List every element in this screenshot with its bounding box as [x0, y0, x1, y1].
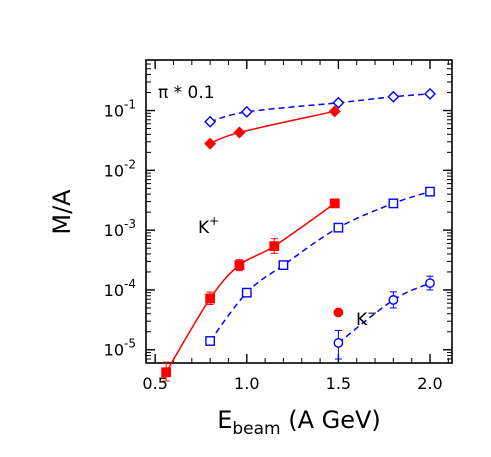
y-tick-label: 10-4	[104, 277, 136, 300]
data-point	[161, 367, 172, 378]
data-point	[278, 260, 289, 271]
y-tick-label: 10-3	[104, 217, 136, 240]
y-tick-label: 10-5	[104, 337, 136, 360]
x-tick-label: 2.0	[417, 374, 442, 393]
axis-ticks	[146, 60, 452, 364]
data-point	[240, 105, 253, 118]
data-point	[234, 260, 245, 271]
data-point	[333, 307, 344, 318]
data-point	[328, 105, 341, 118]
data-point	[424, 87, 437, 100]
data-point	[269, 241, 280, 252]
data-point	[205, 336, 216, 346]
data-point	[332, 96, 345, 109]
y-tick-label: 10-2	[104, 157, 136, 180]
data-point	[329, 198, 340, 209]
data-point	[388, 295, 399, 305]
series-line	[209, 110, 335, 145]
data-point	[333, 222, 344, 233]
y-tick-label: 10-1	[104, 98, 136, 121]
tick-labels: 0.5 1.0 1.5 2.0 10-1 10-2 10-3 10-4 10-5	[104, 98, 443, 393]
annotation-kplus: K+	[198, 214, 219, 238]
data-point	[333, 338, 344, 348]
data-point	[387, 90, 400, 103]
data-point	[205, 293, 216, 304]
x-tick-label: 1.5	[326, 374, 351, 393]
x-axis-title: Ebeam (A GeV)	[217, 406, 381, 439]
data-point	[233, 126, 246, 139]
x-tick-label: 0.5	[142, 374, 167, 393]
data-point	[388, 198, 399, 209]
data-point	[204, 115, 217, 128]
plot-frame	[145, 59, 453, 364]
y-axis-title: M/A	[48, 189, 76, 235]
annotation-pion: π * 0.1	[158, 83, 215, 103]
annotation-kminus: K−	[356, 306, 377, 330]
data-point	[425, 186, 435, 197]
series-line	[337, 282, 431, 344]
data-series	[161, 87, 437, 382]
data-point	[425, 278, 435, 289]
data-point	[241, 287, 252, 298]
data-point	[204, 137, 217, 150]
x-tick-label: 1.0	[234, 374, 259, 393]
